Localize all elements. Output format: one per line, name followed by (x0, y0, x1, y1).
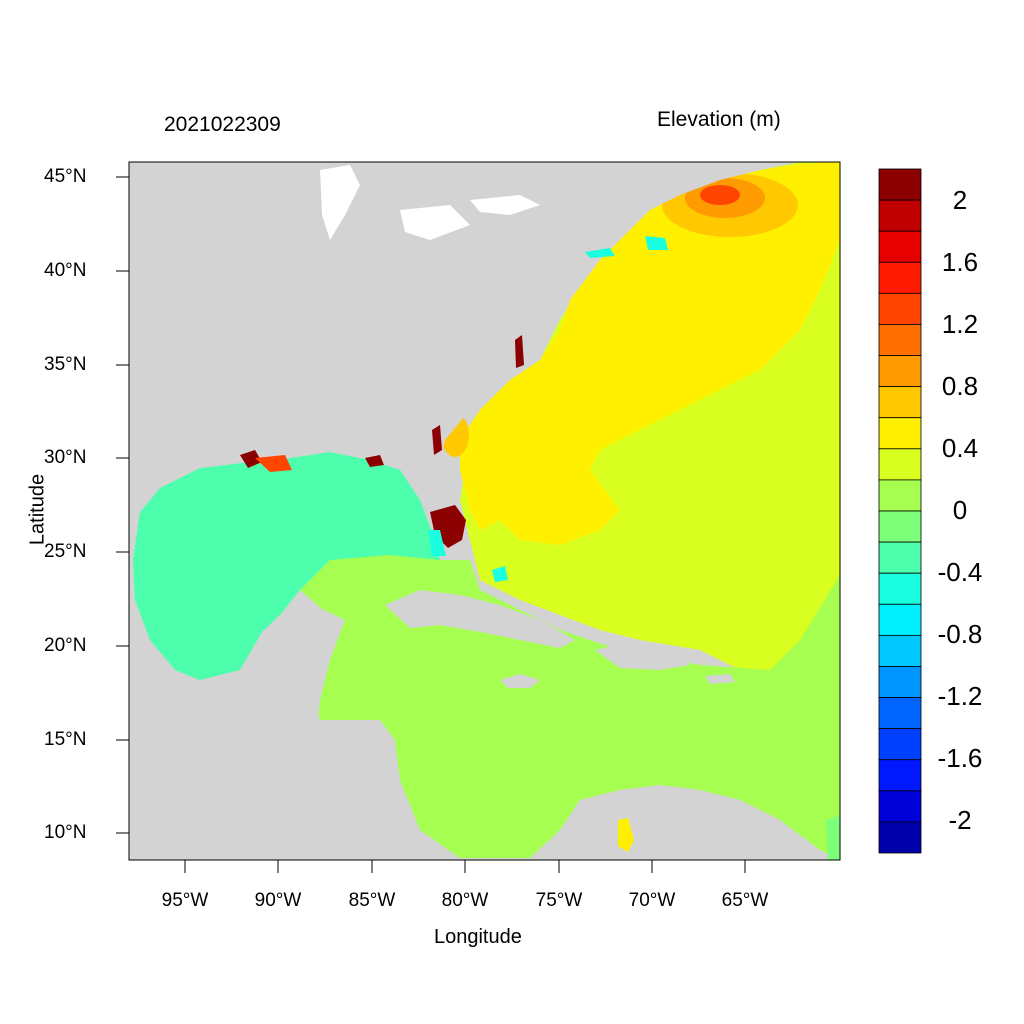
colorbar-swatch (878, 541, 922, 574)
lon-ticks (184, 860, 746, 873)
yucatan-peninsula (262, 608, 345, 725)
florida-straits-anomaly (428, 530, 446, 556)
map-area (129, 162, 840, 860)
lat-tick-label: 30°N (44, 447, 87, 468)
colorbar-label: 1.6 (941, 247, 979, 277)
date-label: 2021022309 (164, 113, 281, 136)
bay-of-fundy-peak (700, 185, 740, 205)
cuba (385, 590, 575, 648)
plot-frame (128, 161, 841, 861)
colorbar-swatch (878, 759, 922, 792)
lat-tick-label: 10°N (44, 822, 87, 843)
colorbar-label: -0.8 (937, 619, 983, 649)
colorbar-label: -2 (948, 805, 972, 835)
colorbar-swatch (878, 230, 922, 263)
puerto-rico (705, 674, 735, 684)
lesser-antilles-edge (826, 815, 840, 860)
lat-ticks (116, 176, 129, 834)
units-label: Elevation (m) (657, 108, 781, 131)
colorbar-label: -0.4 (937, 557, 983, 587)
colorbar (878, 168, 922, 854)
colorbar-label: -1.6 (937, 743, 983, 773)
colorbar-swatch (878, 572, 922, 605)
colorbar-swatch (878, 634, 922, 667)
colorbar-swatch (878, 199, 922, 232)
lon-tick-label: 90°W (254, 890, 302, 911)
lake-maracaibo (618, 818, 634, 852)
south-america (530, 785, 840, 860)
colorbar-swatch (878, 324, 922, 356)
atlantic-ocean-high (460, 162, 840, 545)
lon-tick-label: 75°W (535, 890, 583, 911)
lon-tick-label: 65°W (721, 890, 769, 911)
great-lakes (320, 165, 540, 240)
lon-tick-label: 70°W (628, 890, 676, 911)
lat-tick-label: 35°N (44, 354, 87, 375)
lat-tick-label: 20°N (44, 635, 87, 656)
jamaica (500, 674, 540, 688)
lon-tick-label: 95°W (161, 890, 209, 911)
hispaniola (595, 642, 690, 670)
lat-tick-label: 25°N (44, 541, 87, 562)
colorbar-label: 0.8 (941, 371, 979, 401)
colorbar-label: -1.2 (937, 681, 983, 711)
colorbar-label: 0.4 (941, 433, 979, 463)
colorbar-swatch (878, 417, 922, 450)
lat-tick-label: 40°N (44, 260, 87, 281)
bahamas-anomaly (492, 566, 508, 582)
louisiana-anomaly (255, 455, 292, 472)
colorbar-label: 2 (952, 185, 968, 215)
colorbar-swatch (878, 728, 922, 761)
colorbar-swatch (878, 168, 922, 201)
colorbar-swatch (878, 510, 922, 543)
colorbar-swatch (878, 386, 922, 419)
colorbar-swatch (878, 603, 922, 636)
y-axis-title: Latitude (26, 473, 49, 546)
colorbar-swatch (878, 355, 922, 388)
colorbar-swatch (878, 448, 922, 481)
long-island-sound-anomaly (585, 236, 668, 258)
colorbar-swatch (878, 790, 922, 823)
colorbar-swatch (878, 821, 922, 854)
north-america (129, 162, 800, 520)
colorbar-swatch (878, 697, 922, 730)
colorbar-swatch (878, 292, 922, 325)
colorbar-label: 0 (952, 495, 968, 525)
lon-tick-label: 80°W (441, 890, 489, 911)
lat-tick-label: 45°N (44, 166, 87, 187)
colorbar-swatch (878, 261, 922, 294)
lat-tick-label: 15°N (44, 729, 87, 750)
x-axis-title: Longitude (434, 926, 522, 948)
colorbar-swatch (878, 479, 922, 512)
colorbar-swatch (878, 666, 922, 698)
colorbar-label: 1.2 (941, 309, 979, 339)
gulf-of-mexico (133, 452, 440, 680)
lon-tick-label: 85°W (348, 890, 396, 911)
caribbean-sea (300, 552, 840, 860)
